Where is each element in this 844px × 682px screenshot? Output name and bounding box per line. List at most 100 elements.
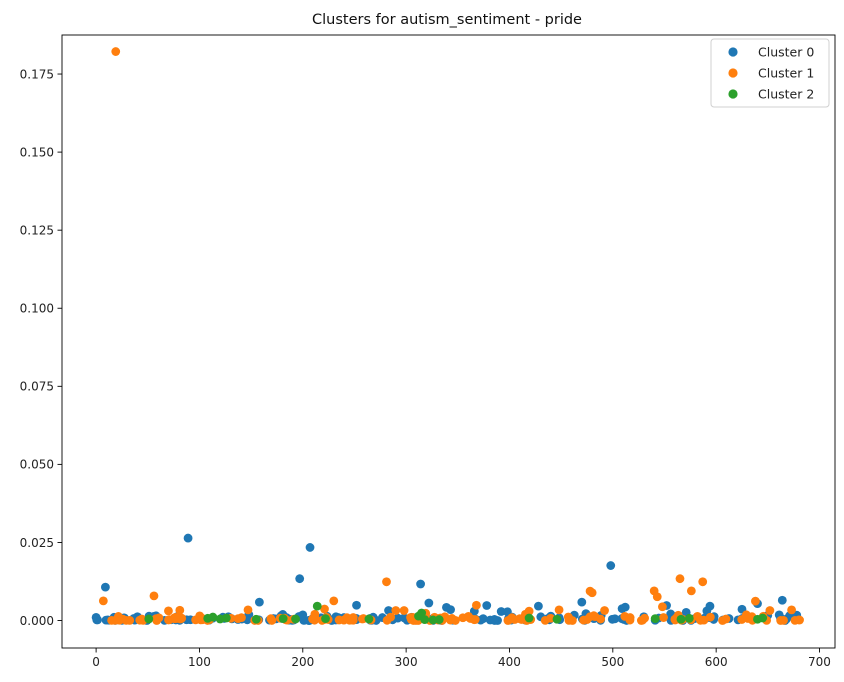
data-point [721, 614, 731, 624]
data-point [567, 616, 577, 625]
data-point [152, 616, 162, 625]
data-point [221, 613, 231, 623]
data-point [686, 586, 696, 596]
chart-title: Clusters for autism_sentiment - pride [312, 12, 582, 28]
data-point [658, 602, 667, 612]
x-tick-label: 200 [291, 655, 314, 669]
data-point [312, 601, 322, 611]
data-point [446, 605, 455, 614]
data-point [517, 615, 526, 624]
legend-label: Cluster 0 [758, 45, 814, 60]
y-tick-label: 0.150 [20, 145, 54, 159]
data-point [765, 606, 775, 615]
data-point [345, 615, 355, 625]
data-point [111, 47, 121, 56]
data-point [638, 615, 647, 625]
data-point [625, 613, 635, 622]
data-point [101, 582, 110, 592]
data-point [552, 614, 562, 624]
data-point [416, 579, 425, 589]
data-point [334, 615, 344, 625]
data-point [321, 614, 330, 624]
data-point [298, 610, 308, 620]
data-point [490, 615, 499, 624]
data-point [208, 612, 218, 622]
data-point [399, 606, 409, 615]
data-point [777, 595, 787, 605]
data-point [451, 616, 460, 625]
data-point [382, 577, 391, 587]
data-point [352, 600, 361, 610]
y-tick-label: 0.125 [20, 223, 54, 237]
legend-marker [728, 89, 738, 99]
legend-marker [728, 68, 738, 78]
data-point [171, 613, 181, 622]
data-point [391, 606, 401, 615]
legend-label: Cluster 2 [758, 87, 814, 102]
data-point [329, 596, 339, 606]
data-point [183, 533, 193, 543]
y-tick-label: 0.025 [20, 536, 54, 550]
data-point [496, 607, 506, 616]
y-tick-label: 0.050 [20, 458, 54, 472]
data-point [751, 596, 760, 606]
x-tick-label: 300 [395, 655, 418, 669]
data-point [482, 601, 492, 610]
data-point [699, 615, 709, 625]
data-point [524, 606, 534, 616]
data-point [399, 613, 409, 623]
data-point [794, 615, 804, 625]
data-point [620, 602, 630, 612]
data-point [577, 597, 587, 607]
data-point [524, 613, 534, 623]
data-point [787, 605, 796, 615]
data-point [237, 613, 246, 623]
data-point [91, 612, 101, 622]
data-point [741, 610, 751, 620]
x-tick-label: 0 [92, 655, 100, 669]
data-point [758, 613, 768, 623]
y-tick-label: 0.075 [20, 380, 54, 394]
y-tick-label: 0.000 [20, 614, 54, 628]
data-point [675, 574, 685, 584]
data-point [464, 612, 474, 622]
legend-box [710, 38, 830, 108]
data-point [659, 613, 668, 622]
data-point [251, 614, 261, 624]
y-tick-label: 0.175 [20, 67, 54, 81]
data-point [110, 616, 120, 625]
data-point [606, 561, 616, 570]
data-point [596, 614, 606, 624]
data-point [472, 600, 481, 610]
data-point [470, 615, 480, 624]
data-point [650, 614, 660, 624]
y-tick-label: 0.100 [20, 302, 54, 316]
data-point [295, 574, 305, 584]
data-point [386, 612, 396, 622]
x-tick-label: 400 [498, 655, 521, 669]
data-point [125, 615, 135, 625]
data-point [698, 577, 708, 587]
data-point [149, 591, 159, 601]
data-point [684, 613, 694, 623]
data-point [434, 615, 444, 624]
axes-frame [61, 34, 836, 649]
data-point [393, 613, 403, 623]
data-point [534, 601, 543, 611]
data-point [705, 601, 715, 611]
data-point [424, 598, 434, 608]
data-points [91, 47, 804, 625]
data-point [554, 605, 564, 615]
x-tick-label: 500 [601, 655, 624, 669]
legend: Cluster 0 Cluster 1 Cluster 2 [710, 38, 830, 108]
y-axis: 0.000 0.025 0.050 0.075 0.100 0.125 0.150 0.175 [20, 67, 62, 628]
data-point [243, 605, 253, 615]
data-point [585, 612, 595, 621]
legend-marker [728, 47, 738, 57]
data-point [291, 614, 300, 624]
data-point [175, 605, 185, 615]
data-point [320, 604, 329, 614]
data-point [164, 606, 173, 616]
data-point [587, 588, 597, 598]
